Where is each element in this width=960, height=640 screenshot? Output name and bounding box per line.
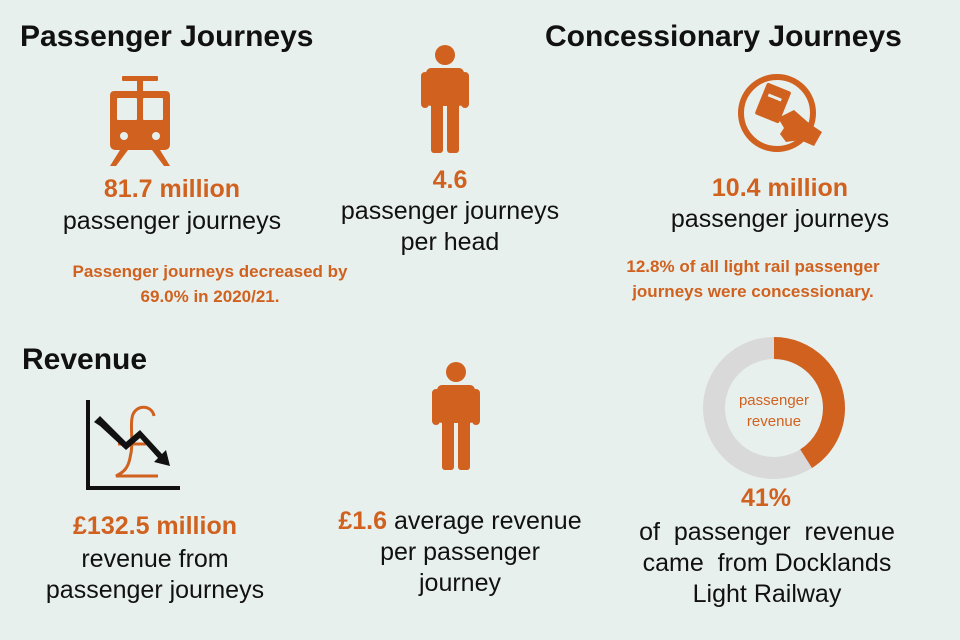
revenue-label: revenue from passenger journeys [20, 544, 290, 606]
revenue-share-donut: passenger revenue [702, 336, 846, 485]
per-head-value: 4.6 [432, 166, 468, 194]
donut-label-line-1: passenger [738, 392, 810, 409]
revenue-value: £132.5 million [73, 512, 237, 540]
concession-card-icon [734, 72, 824, 154]
donut-share-arc [703, 337, 845, 479]
concessionary-journeys-heading: Concessionary Journeys [545, 20, 902, 53]
passenger-note-line-1: Passenger journeys decreased by [72, 262, 348, 281]
revenue-label-line-2: passenger journeys [45, 576, 265, 604]
passenger-journeys-label: passenger journeys [62, 207, 282, 235]
person-icon [421, 45, 469, 153]
avg-revenue-line-1: £1.6 average revenue [318, 506, 602, 537]
per-head-label: passenger journeys per head [320, 196, 580, 258]
passenger-journeys-heading: Passenger Journeys [20, 20, 314, 53]
donut-label-line-2: revenue [746, 413, 802, 430]
revenue-heading: Revenue [22, 343, 148, 376]
passenger-journeys-note: Passenger journeys decreased by 69.0% in… [22, 259, 398, 309]
revenue-label-line-1: revenue from [81, 545, 229, 573]
concessionary-note-line-2: journeys were concessionary. [632, 282, 874, 301]
avg-revenue-block: £1.6 average revenue per passenger journ… [318, 506, 602, 599]
donut-label: passenger revenue [702, 390, 846, 432]
passenger-note-line-2: 69.0% in 2020/21. [140, 287, 280, 306]
concessionary-note-line-1: 12.8% of all light rail passenger [626, 257, 880, 276]
dlr-share-label-line-3: Light Railway [692, 580, 842, 608]
concessionary-value: 10.4 million [711, 174, 849, 202]
per-head-label-line-1: passenger journeys [340, 197, 560, 225]
avg-revenue-value: £1.6 [338, 507, 388, 535]
dlr-share-value: 41% [740, 484, 792, 512]
concessionary-note: 12.8% of all light rail passenger journe… [578, 254, 928, 304]
pound-decrease-icon [82, 398, 182, 494]
avg-revenue-label-line-3: journey [419, 569, 501, 597]
passenger-journeys-value: 81.7 million [103, 175, 241, 203]
dlr-share-label-line-2: came from Docklands [642, 549, 892, 577]
dlr-share-label-line-1: of passenger revenue [639, 518, 895, 546]
avg-revenue-label-line-2: per passenger [380, 538, 540, 566]
person-icon [432, 362, 480, 470]
avg-revenue-label-line-1: average revenue [387, 507, 582, 535]
dlr-share-label: of passenger revenue came from Docklands… [612, 517, 922, 610]
concessionary-label: passenger journeys [670, 205, 890, 233]
tram-icon [108, 74, 172, 166]
per-head-label-line-2: per head [400, 228, 500, 256]
